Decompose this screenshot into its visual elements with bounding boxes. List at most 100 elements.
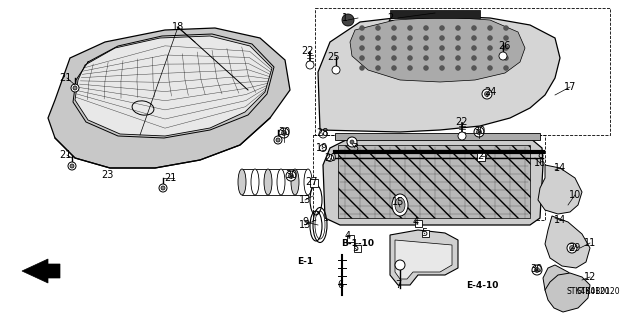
- Text: 14: 14: [554, 163, 566, 173]
- Circle shape: [360, 65, 365, 70]
- Circle shape: [504, 65, 509, 70]
- Circle shape: [350, 140, 354, 144]
- Text: 28: 28: [316, 128, 328, 138]
- Circle shape: [484, 92, 490, 97]
- Polygon shape: [48, 28, 290, 168]
- Text: 21: 21: [59, 150, 71, 160]
- Circle shape: [279, 128, 289, 138]
- Ellipse shape: [238, 169, 246, 195]
- Text: 10: 10: [569, 190, 581, 200]
- Text: 21: 21: [164, 173, 176, 183]
- Circle shape: [472, 26, 477, 31]
- Bar: [415, 220, 422, 227]
- Circle shape: [395, 260, 405, 270]
- Text: STK4B0120: STK4B0120: [576, 286, 620, 295]
- Ellipse shape: [277, 169, 285, 195]
- Text: 17: 17: [564, 82, 576, 92]
- Ellipse shape: [315, 211, 325, 239]
- Circle shape: [408, 56, 413, 61]
- Circle shape: [161, 186, 165, 190]
- Text: 19: 19: [316, 143, 328, 153]
- Circle shape: [456, 35, 461, 41]
- Circle shape: [376, 35, 381, 41]
- Circle shape: [376, 56, 381, 61]
- Bar: [422, 230, 429, 237]
- Circle shape: [332, 66, 340, 74]
- Circle shape: [376, 65, 381, 70]
- Text: 9: 9: [302, 217, 308, 227]
- Text: 5: 5: [352, 243, 358, 253]
- Circle shape: [159, 184, 167, 192]
- Text: E-1: E-1: [297, 257, 313, 266]
- Circle shape: [408, 65, 413, 70]
- Ellipse shape: [291, 169, 299, 195]
- Circle shape: [440, 56, 445, 61]
- Circle shape: [276, 138, 280, 142]
- Polygon shape: [323, 138, 543, 225]
- Circle shape: [408, 35, 413, 41]
- Circle shape: [440, 35, 445, 41]
- Circle shape: [534, 268, 540, 272]
- Circle shape: [456, 46, 461, 50]
- Circle shape: [504, 26, 509, 31]
- Text: 4: 4: [345, 231, 351, 241]
- Circle shape: [472, 56, 477, 61]
- Bar: [347, 235, 354, 242]
- Circle shape: [474, 127, 484, 137]
- Text: 20: 20: [324, 153, 336, 163]
- Text: 6: 6: [337, 280, 343, 290]
- Circle shape: [472, 65, 477, 70]
- Text: 30: 30: [473, 126, 485, 136]
- Circle shape: [472, 35, 477, 41]
- Text: 14: 14: [554, 215, 566, 225]
- Circle shape: [456, 56, 461, 61]
- Circle shape: [488, 26, 493, 31]
- Polygon shape: [22, 259, 60, 283]
- Circle shape: [319, 130, 327, 138]
- Text: 7: 7: [395, 280, 401, 290]
- Circle shape: [392, 46, 397, 50]
- Circle shape: [482, 89, 492, 99]
- Circle shape: [424, 65, 429, 70]
- Text: 3: 3: [352, 143, 358, 153]
- Circle shape: [70, 164, 74, 168]
- Circle shape: [488, 35, 493, 41]
- Polygon shape: [75, 36, 272, 136]
- Circle shape: [532, 265, 542, 275]
- Circle shape: [360, 56, 365, 61]
- Circle shape: [472, 46, 477, 50]
- Circle shape: [392, 56, 397, 61]
- Text: 5: 5: [421, 228, 427, 238]
- Circle shape: [440, 65, 445, 70]
- Circle shape: [360, 46, 365, 50]
- Ellipse shape: [264, 169, 272, 195]
- Text: 13: 13: [299, 195, 311, 205]
- Circle shape: [570, 246, 575, 250]
- Circle shape: [456, 26, 461, 31]
- Circle shape: [424, 46, 429, 50]
- Circle shape: [306, 61, 314, 69]
- Circle shape: [456, 65, 461, 70]
- Circle shape: [488, 46, 493, 50]
- Circle shape: [347, 137, 357, 147]
- Circle shape: [424, 26, 429, 31]
- Ellipse shape: [251, 169, 259, 195]
- Ellipse shape: [304, 169, 312, 195]
- Text: 24: 24: [484, 87, 496, 97]
- Polygon shape: [543, 265, 585, 305]
- Text: E-4-10: E-4-10: [466, 281, 498, 291]
- Ellipse shape: [392, 194, 408, 216]
- Circle shape: [440, 26, 445, 31]
- Text: 18: 18: [172, 22, 184, 32]
- Polygon shape: [545, 273, 590, 312]
- Text: 21: 21: [59, 73, 71, 83]
- Circle shape: [408, 26, 413, 31]
- Circle shape: [567, 243, 577, 253]
- Circle shape: [326, 154, 333, 161]
- Text: 27: 27: [306, 177, 318, 187]
- Text: 12: 12: [584, 272, 596, 282]
- Text: 25: 25: [327, 52, 339, 62]
- Circle shape: [488, 56, 493, 61]
- Circle shape: [488, 65, 493, 70]
- Text: 8: 8: [537, 150, 543, 160]
